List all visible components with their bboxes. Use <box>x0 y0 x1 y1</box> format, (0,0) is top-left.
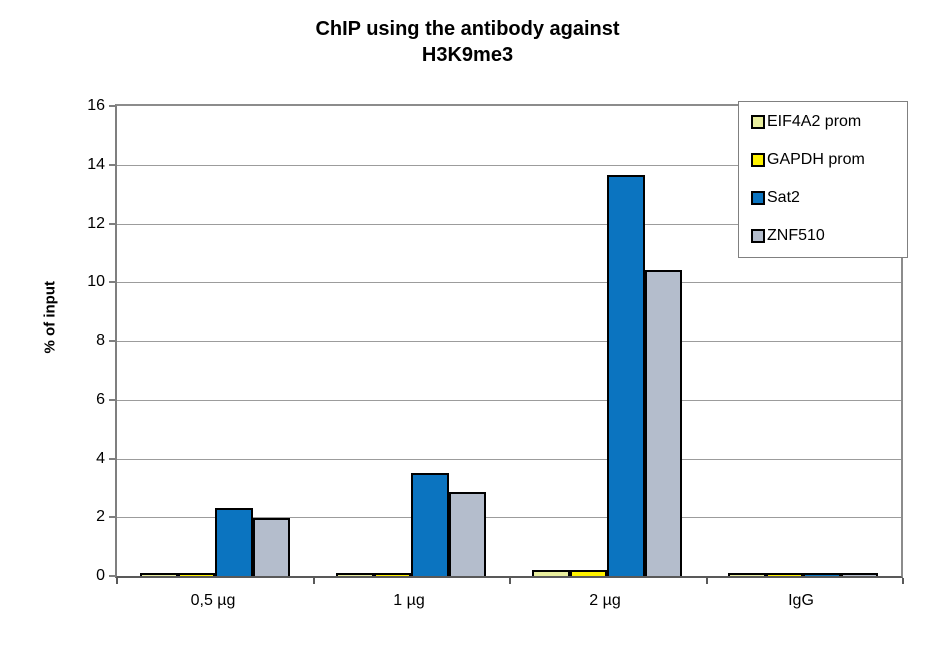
x-axis-tick <box>312 578 315 584</box>
x-tick-label: 2 µg <box>589 592 621 609</box>
legend-swatch-icon <box>751 191 765 205</box>
bar-znf510 <box>252 518 290 576</box>
bar-eif4a2-prom <box>532 569 570 576</box>
y-tick-label: 12 <box>87 214 105 232</box>
bar-eif4a2-prom <box>140 573 178 576</box>
legend-label: GAPDH prom <box>767 151 865 168</box>
legend: EIF4A2 prom GAPDH prom Sat2 ZNF510 <box>738 101 908 258</box>
legend-label: Sat2 <box>767 189 800 206</box>
chart-title-line2: H3K9me3 <box>421 44 514 66</box>
y-axis-tick <box>109 105 115 107</box>
gridline <box>117 223 901 225</box>
bar-eif4a2-prom <box>728 573 766 576</box>
y-tick-label: 0 <box>96 567 105 584</box>
chart-title-line1: ChIP using the antibody against <box>315 18 620 40</box>
y-axis-tick <box>109 398 115 401</box>
y-tick-label: 6 <box>96 390 105 408</box>
legend-item: EIF4A2 prom <box>751 103 907 141</box>
gridline <box>117 517 901 519</box>
bar-gapdh-prom <box>569 570 607 576</box>
gridline <box>117 164 901 166</box>
bar-sat2 <box>215 507 253 576</box>
y-tick-label: 10 <box>87 273 105 291</box>
legend-label: EIF4A2 prom <box>767 113 862 130</box>
legend-swatch-icon <box>751 115 765 129</box>
y-axis-tick <box>109 281 115 284</box>
y-tick-label: 2 <box>96 508 105 526</box>
x-axis-tick <box>902 578 904 584</box>
x-tick-label: 1 µg <box>393 592 425 609</box>
chart-title: ChIP using the antibody against H3K9me3 <box>0 16 935 68</box>
gridline <box>117 399 901 401</box>
gridline <box>117 341 901 342</box>
y-axis-tick <box>109 222 115 225</box>
bar-znf510 <box>840 573 878 576</box>
bar-sat2 <box>803 573 841 576</box>
bar-sat2 <box>607 174 645 576</box>
legend-swatch-icon <box>751 153 765 167</box>
gridline <box>117 458 901 460</box>
y-tick-label: 4 <box>96 449 105 467</box>
legend-swatch-icon <box>751 229 765 243</box>
y-axis-tick <box>109 575 115 577</box>
y-axis-tick <box>109 163 115 166</box>
y-axis-tick <box>109 516 115 519</box>
y-axis-tick <box>109 340 115 342</box>
bar-gapdh-prom <box>765 573 803 576</box>
legend-item: ZNF510 <box>751 217 907 255</box>
legend-item: Sat2 <box>751 179 907 217</box>
gridline <box>117 282 901 284</box>
legend-item: GAPDH prom <box>751 141 907 179</box>
bar-znf510 <box>448 491 486 576</box>
y-tick-label: 14 <box>87 155 105 173</box>
legend-label: ZNF510 <box>767 227 825 244</box>
y-axis-tick <box>109 457 115 460</box>
x-tick-label: IgG <box>788 592 814 609</box>
y-tick-label: 16 <box>87 97 105 114</box>
y-axis-title: % of input <box>41 281 59 354</box>
x-axis-tick <box>116 578 118 584</box>
x-tick-label: 0,5 µg <box>190 592 236 609</box>
bar-sat2 <box>411 472 449 576</box>
x-axis-tick <box>705 578 708 584</box>
x-axis-tick <box>509 578 511 584</box>
bar-gapdh-prom <box>177 573 215 576</box>
bar-gapdh-prom <box>373 572 411 576</box>
bar-eif4a2-prom <box>336 573 374 576</box>
bar-znf510 <box>644 269 682 576</box>
y-tick-label: 8 <box>96 332 105 349</box>
